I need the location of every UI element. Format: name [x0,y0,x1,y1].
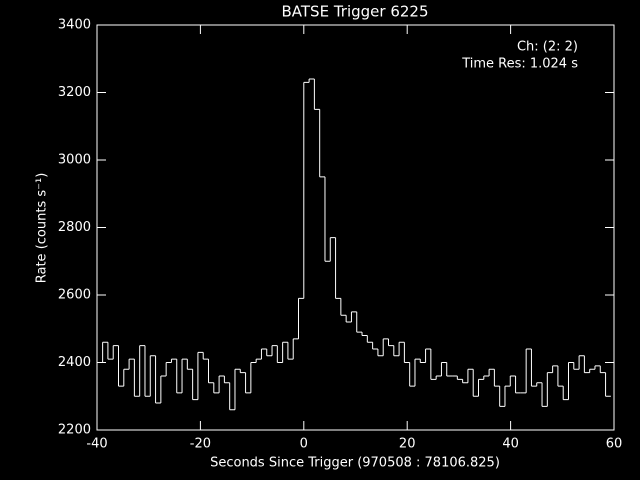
plot-frame [96,24,615,431]
chart-title: BATSE Trigger 6225 [282,3,429,21]
x-tick-label: 60 [606,437,623,452]
x-tick-label: -40 [86,437,107,452]
annotation: Ch: (2: 2) [517,40,578,55]
x-tick-label: -20 [190,437,211,452]
x-tick-label: 20 [399,437,416,452]
y-tick-label: 3400 [58,18,91,33]
x-tick-label: 0 [300,437,308,452]
y-tick-label: 3000 [58,153,91,168]
y-tick-label: 2800 [58,220,91,235]
y-tick-label: 2600 [58,288,91,303]
x-tick-label: 40 [502,437,519,452]
annotation: Time Res: 1.024 s [461,57,578,72]
x-axis-label: Seconds Since Trigger (970508 : 78106.82… [210,456,500,471]
y-tick-label: 2400 [58,355,91,370]
y-tick-label: 3200 [58,85,91,100]
y-axis-label: Rate (counts s⁻¹) [35,173,50,284]
y-tick-label: 2200 [58,423,91,438]
